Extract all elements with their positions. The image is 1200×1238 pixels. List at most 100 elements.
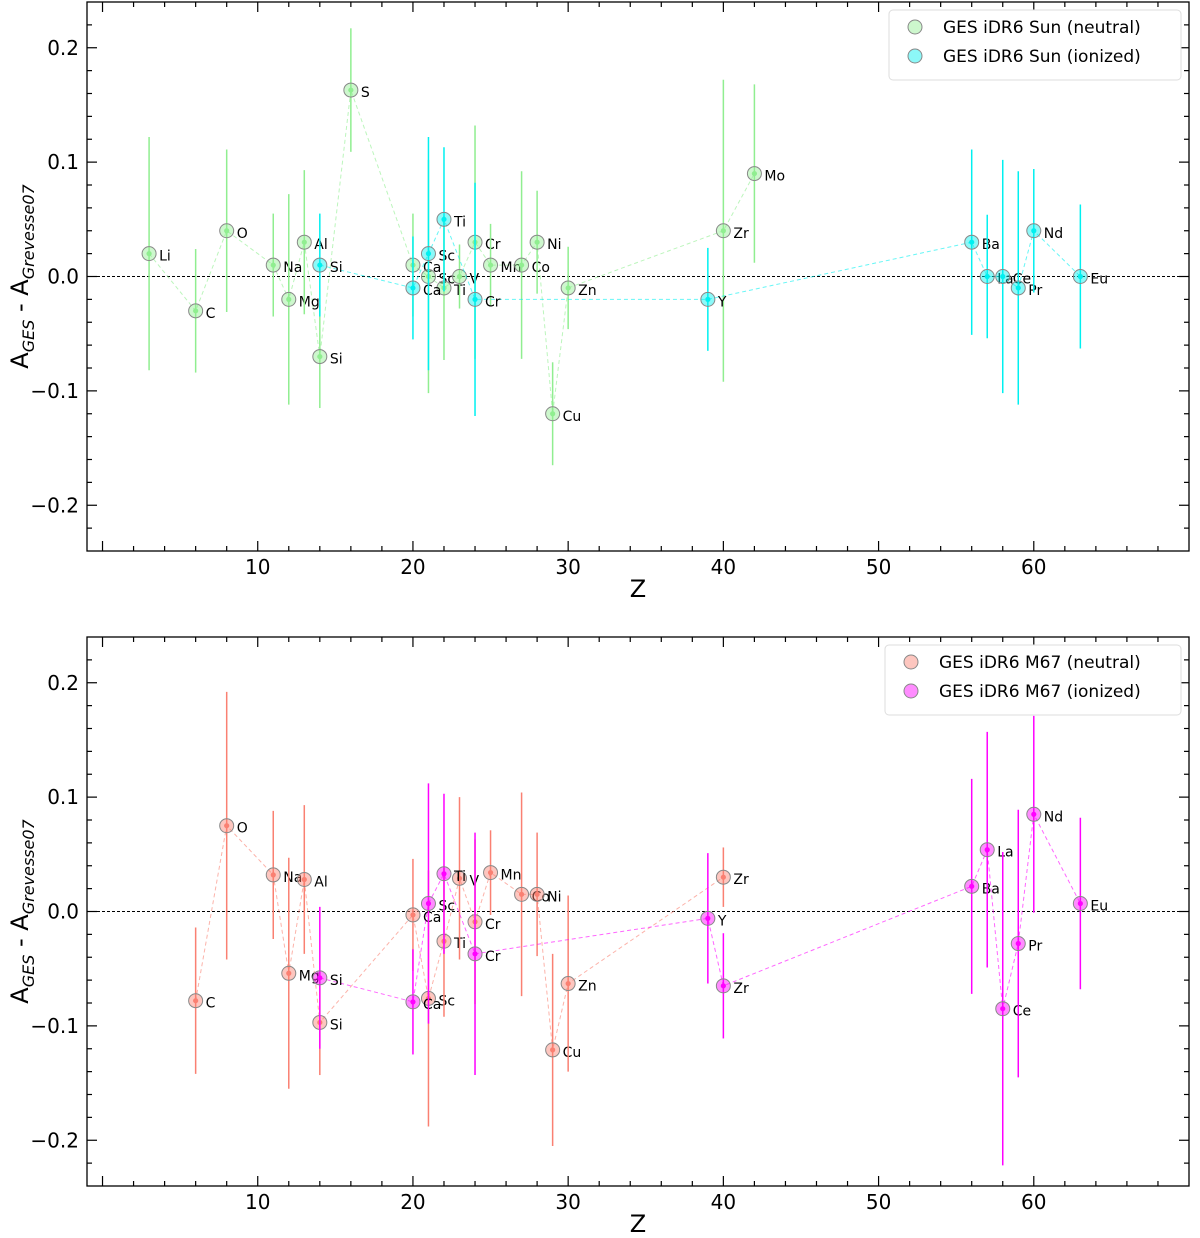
data-point-center — [1077, 900, 1083, 907]
data-point-center — [456, 273, 463, 280]
point-label: Ce — [1013, 1004, 1031, 1020]
point-label: Cu — [563, 409, 582, 425]
point-label: Mo — [764, 169, 785, 185]
point-label: S — [361, 85, 370, 101]
point-label: Pr — [1028, 283, 1042, 299]
data-point-center — [1077, 273, 1083, 280]
point-label: Ce — [1013, 272, 1031, 288]
point-label: Ni — [547, 889, 561, 905]
data-point-center — [286, 970, 292, 976]
point-label: La — [997, 845, 1013, 861]
data-point-center — [1000, 1006, 1006, 1012]
data-point-center — [193, 308, 199, 314]
point-label: Zr — [733, 981, 749, 997]
data-point-center — [1000, 273, 1006, 280]
y-tick-label: 0.1 — [47, 785, 79, 809]
point-label: Mn — [501, 260, 522, 276]
legend: GES iDR6 M67 (neutral) GES iDR6 M67 (ioni… — [884, 644, 1182, 716]
point-label: Ni — [547, 237, 561, 253]
y-axis-label-part: A — [6, 352, 34, 369]
data-point-center — [286, 296, 292, 302]
y-axis-label-subscript: GES — [19, 955, 38, 988]
data-point-center — [301, 239, 307, 245]
x-axis-label: Z — [630, 1210, 646, 1234]
point-label: Ba — [982, 237, 1000, 253]
data-point-center — [193, 998, 199, 1004]
legend-entry: GES iDR6 Sun (ionized) — [943, 47, 1141, 67]
data-point-center — [224, 228, 230, 234]
point-label: Cr — [485, 237, 501, 253]
x-axis-label: Z — [630, 575, 646, 603]
point-label: C — [206, 996, 216, 1012]
data-point-center — [534, 239, 540, 245]
y-axis-label-subscript: Grevesse07 — [19, 818, 38, 914]
x-tick-label: 40 — [711, 555, 736, 579]
data-point-center — [441, 871, 447, 877]
x-tick-label: 10 — [245, 1190, 270, 1214]
chart-panel-1: 10 20 30 40 50 60 −0.2 −0.1 0.0 0.1 0.2 Z AGES - AGr… — [6, 1, 1190, 603]
point-label: Zn — [578, 979, 596, 995]
point-label: Si — [330, 260, 343, 276]
data-point-center — [565, 285, 571, 291]
point-label: Sc — [438, 249, 455, 265]
point-label: Y — [717, 294, 727, 310]
y-axis-label: AGES - AGrevesse07 — [6, 818, 38, 1003]
data-point-center — [425, 900, 432, 907]
data-point-center — [317, 975, 323, 981]
data-point-center — [984, 847, 990, 853]
y-axis-label: AGES - AGrevesse07 — [6, 183, 38, 368]
point-label: Zn — [578, 283, 596, 299]
data-point-center — [534, 891, 540, 897]
point-label: Mn — [501, 868, 522, 884]
series-connector — [148, 89, 755, 414]
data-point-center — [720, 228, 726, 234]
data-point-center — [317, 262, 323, 268]
point-label: Sc — [438, 898, 455, 914]
legend-marker — [907, 19, 923, 35]
data-point-center — [317, 353, 323, 360]
y-tick-label: 0.0 — [47, 265, 79, 289]
point-label: Eu — [1090, 898, 1108, 914]
point-label: O — [237, 821, 248, 837]
x-tick-label: 50 — [866, 1190, 891, 1214]
point-label: Mg — [299, 294, 320, 310]
x-tick-label: 20 — [400, 555, 425, 579]
data-point-center — [518, 891, 525, 897]
legend-entry: GES iDR6 Sun (neutral) — [943, 18, 1141, 38]
y-tick-label: 0.1 — [47, 150, 79, 174]
legend-box — [884, 644, 1182, 716]
point-label: Co — [532, 260, 550, 276]
x-tick-label: 50 — [866, 555, 891, 579]
point-label: Y — [717, 913, 727, 929]
point-label: Si — [330, 352, 343, 368]
y-tick-label: 0.0 — [47, 900, 79, 924]
data-point-center — [1031, 228, 1037, 234]
data-point-center — [969, 239, 975, 245]
data-point-center — [472, 951, 478, 957]
y-tick-label: 0.2 — [47, 36, 79, 60]
y-axis-label-subscript: GES — [19, 320, 38, 353]
point-label: Cu — [563, 1045, 582, 1061]
point-label: Ca — [423, 997, 441, 1013]
data-point-center — [705, 296, 711, 302]
x-tick-label: 10 — [245, 555, 270, 579]
data-point-center — [751, 170, 758, 177]
data-point-center — [270, 872, 276, 878]
data-point-center — [472, 296, 478, 302]
point-label: Si — [330, 973, 343, 989]
data-point-center — [969, 883, 975, 889]
data-point-center — [410, 912, 416, 918]
data-point-center — [984, 273, 990, 280]
point-label: Zr — [733, 226, 749, 242]
data-point-center — [410, 999, 416, 1005]
x-tick-label: 60 — [1021, 1190, 1046, 1214]
y-tick-label: −0.1 — [30, 379, 79, 403]
data-point-center — [224, 823, 230, 829]
data-point-center — [720, 874, 726, 880]
data-point-center — [518, 262, 525, 268]
data-point-center — [146, 251, 152, 257]
data-point-center — [410, 285, 416, 291]
data-point-center — [705, 915, 711, 921]
point-label: Mg — [299, 968, 320, 984]
